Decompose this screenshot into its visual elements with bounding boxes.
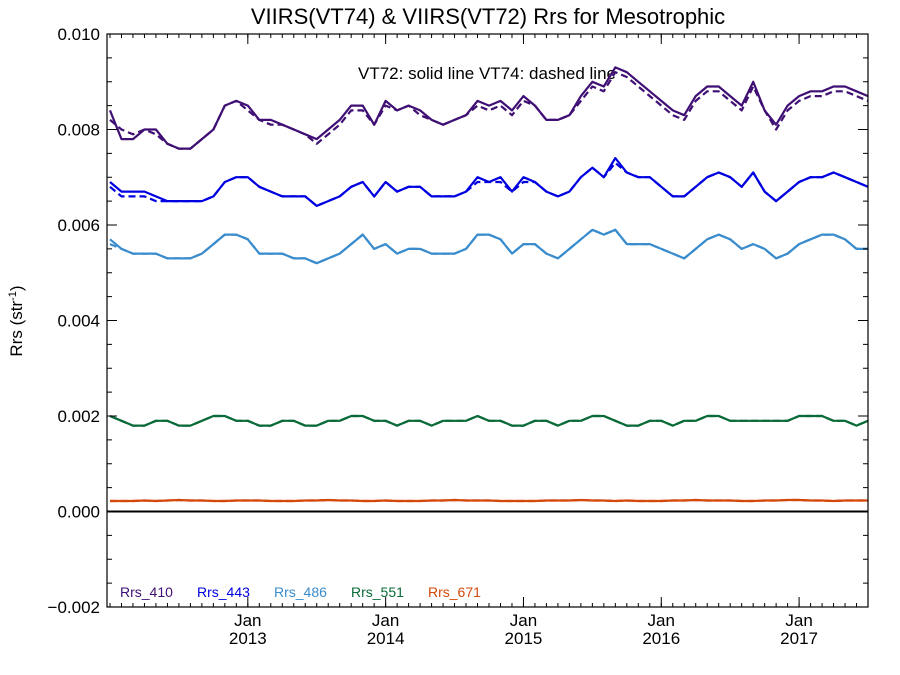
x-tick-year: 2013 (229, 629, 267, 648)
x-tick-month: Jan (648, 611, 675, 630)
y-axis: 0.010 0.008 0.006 0.004 0.002 0.000 −0.002 (48, 25, 868, 617)
legend-entry-Rrs_486: Rrs_486 (274, 584, 327, 600)
x-tick-year: 2016 (642, 629, 680, 648)
y-axis-label: Rrs (str-1) (7, 285, 26, 356)
y-tick-label: 0.004 (57, 312, 100, 331)
series-Rrs_410-solid (108, 66, 869, 150)
y-tick-label: 0.002 (57, 407, 100, 426)
series-Rrs_486-solid (109, 228, 868, 265)
legend-entry-Rrs_410: Rrs_410 (120, 584, 173, 600)
legend-entry-Rrs_671: Rrs_671 (428, 584, 481, 600)
y-tick-label: 0.006 (57, 216, 100, 235)
x-tick-month: Jan (785, 611, 812, 630)
x-axis: Jan2013Jan2014Jan2015Jan2016Jan2017Jan20… (109, 34, 869, 648)
x-tick-year: 2014 (367, 629, 405, 648)
x-tick-month: Jan (510, 611, 537, 630)
x-tick-month: Jan (372, 611, 399, 630)
x-tick-year: 2015 (505, 629, 543, 648)
plot-lines (108, 66, 869, 503)
series-Rrs_443-solid (109, 157, 869, 207)
x-tick-year: 2017 (780, 629, 818, 648)
series-Rrs_671-solid (110, 498, 868, 503)
y-tick-label: 0.008 (57, 121, 100, 140)
legend-entry-Rrs_551: Rrs_551 (351, 584, 404, 600)
series-Rrs_551-solid (109, 414, 869, 427)
y-axis-label-tail: ) (7, 285, 26, 291)
chart-annotation: VT72: solid line VT74: dashed line (358, 64, 616, 83)
x-tick-month: Jan (234, 611, 261, 630)
y-axis-label-sup: -1 (7, 291, 19, 301)
legend: Rrs_410 Rrs_443 Rrs_486 Rrs_551 Rrs_671 (120, 584, 481, 600)
legend-entry-Rrs_443: Rrs_443 (197, 584, 250, 600)
y-tick-label: 0.000 (57, 503, 100, 522)
chart-title: VIIRS(VT74) & VIIRS(VT72) Rrs for Mesotr… (251, 4, 725, 29)
y-axis-label-main: Rrs (str (7, 301, 26, 357)
y-tick-label: −0.002 (48, 598, 100, 617)
y-tick-label: 0.010 (57, 25, 100, 44)
plot-frame (106, 33, 869, 608)
